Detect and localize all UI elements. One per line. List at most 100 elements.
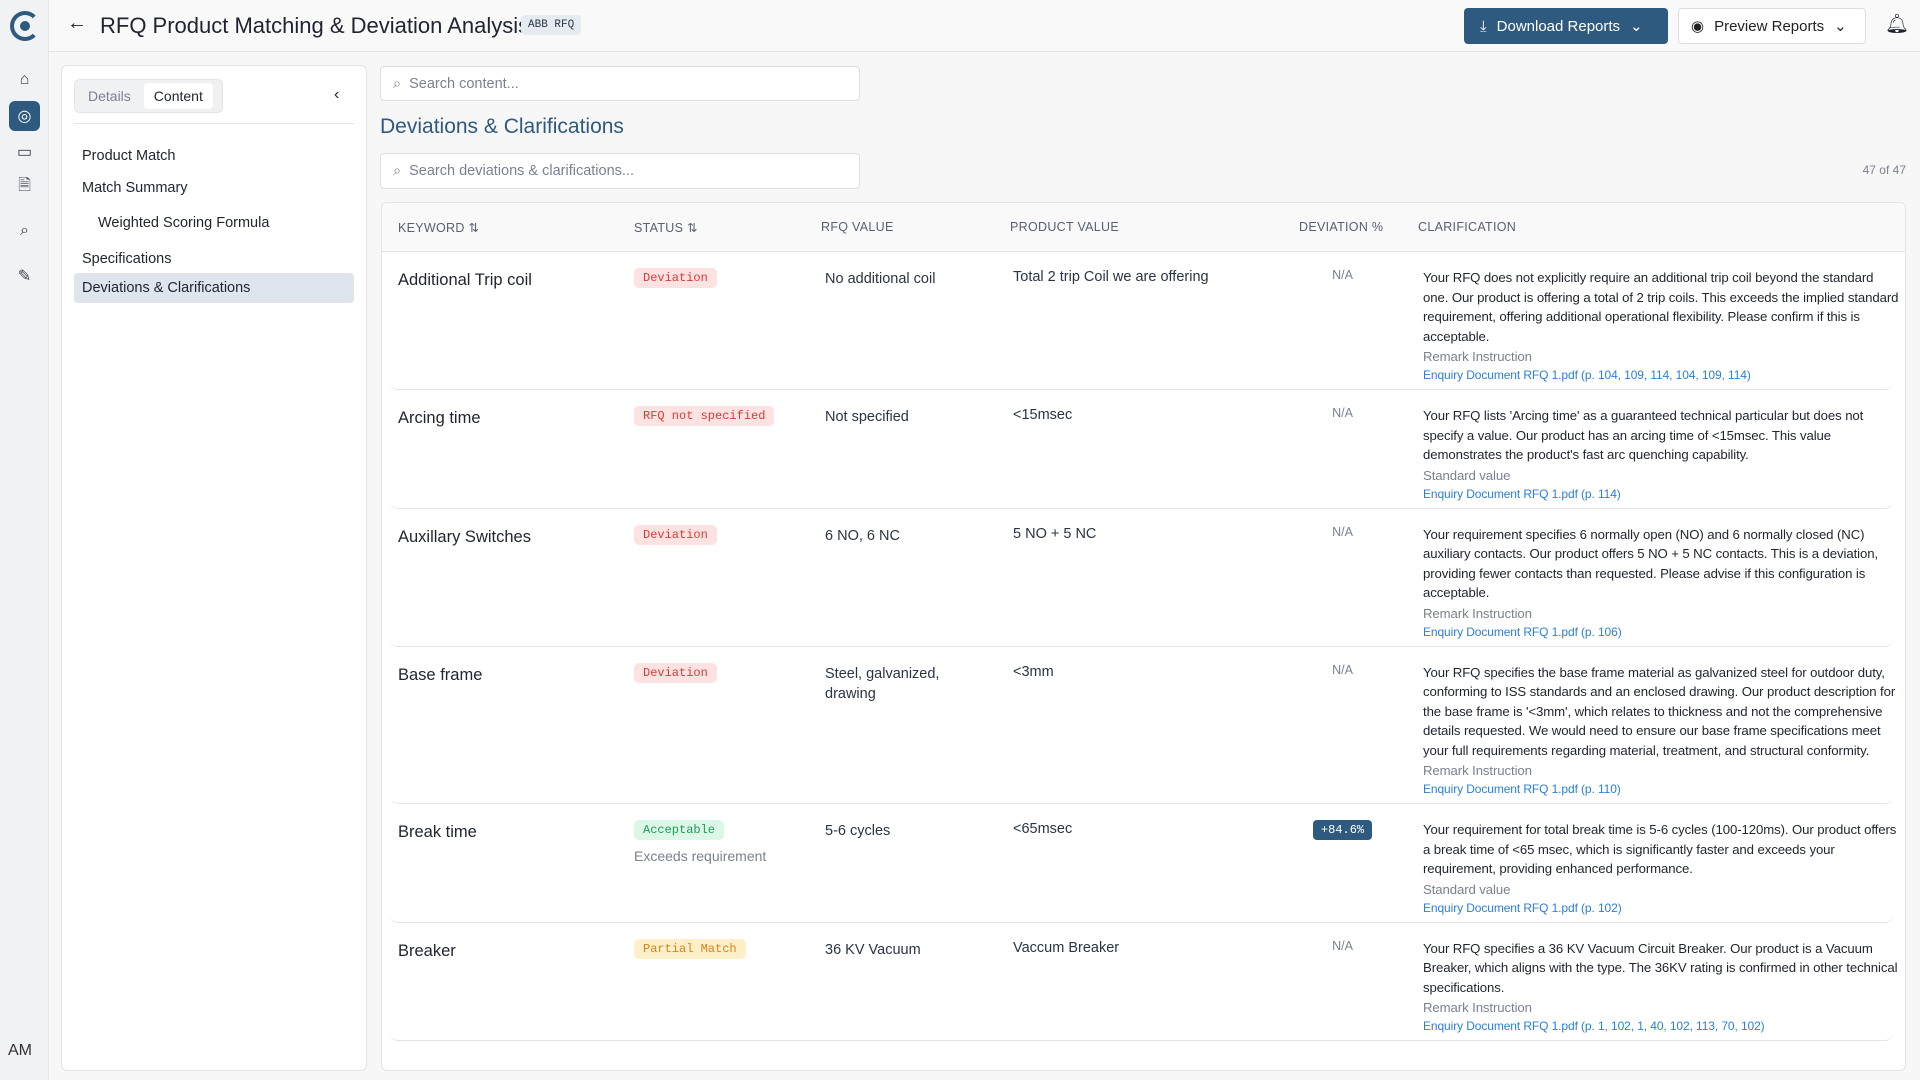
table-row[interactable]: Arcing time RFQ not specified Not specif… (390, 390, 1893, 509)
tab-details[interactable]: Details (88, 88, 131, 104)
chevron-down-icon: ⌄ (1834, 18, 1847, 35)
panel-tabs: Details Content (74, 79, 223, 113)
tab-content[interactable]: Content (143, 83, 213, 109)
clarification-text: Your RFQ specifies the base frame materi… (1423, 664, 1896, 758)
reference-link[interactable]: Enquiry Document RFQ 1.pdf (p. 102) (1423, 900, 1622, 915)
remark-label: Remark Instruction (1423, 1000, 1532, 1015)
col-deviation: DEVIATION % (1299, 220, 1384, 234)
top-header: ← RFQ Product Matching & Deviation Analy… (49, 0, 1920, 52)
search-placeholder: Search content... (409, 75, 519, 92)
divider (74, 123, 354, 124)
preview-reports-button[interactable]: ◉ Preview Reports ⌄ (1678, 8, 1866, 44)
deviation-cell: N/A (1270, 663, 1415, 677)
deviation-cell: N/A (1270, 406, 1415, 420)
search-icon: ⌕ (393, 75, 402, 92)
bell-icon[interactable]: 🔔︎ (1885, 14, 1910, 35)
product-value: <15msec (1013, 407, 1073, 423)
eye-icon: ◉ (1691, 18, 1705, 35)
target-icon[interactable]: ◎ (9, 101, 40, 131)
search-deviations-input[interactable]: ⌕ Search deviations & clarifications... (380, 153, 860, 189)
deviation-value: N/A (1332, 524, 1353, 539)
reference-link[interactable]: Enquiry Document RFQ 1.pdf (p. 104, 109,… (1423, 368, 1751, 382)
home-icon[interactable]: ⌂ (19, 71, 30, 88)
clarification-cell: Your RFQ does not explicitly require an … (1423, 268, 1899, 384)
nav-product-match[interactable]: Product Match (82, 148, 176, 164)
back-arrow-icon[interactable]: ← (67, 12, 87, 34)
remark-label: Standard value (1423, 881, 1511, 897)
document-search-icon[interactable]: 🗎 (18, 176, 31, 194)
deviation-value: N/A (1332, 662, 1353, 677)
sidebar-rail: ⌂ ◎ ▭ 🗎 ⌕ ✎ AM (0, 0, 49, 1080)
section-heading: Deviations & Clarifications (380, 115, 624, 138)
col-product-value: PRODUCT VALUE (1010, 220, 1120, 234)
clarification-cell: Your requirement specifies 6 normally op… (1423, 525, 1899, 641)
reference-link[interactable]: Enquiry Document RFQ 1.pdf (p. 110) (1423, 782, 1621, 796)
rfq-value: 6 NO, 6 NC (825, 527, 900, 544)
deviation-cell: N/A (1270, 525, 1415, 539)
preview-label: Preview Reports (1714, 17, 1825, 35)
deviation-badge: +84.6% (1312, 820, 1373, 840)
download-reports-button[interactable]: ⤓ Download Reports ⌄ (1464, 8, 1668, 44)
keyword: Auxillary Switches (398, 527, 531, 546)
deviation-value: N/A (1332, 268, 1353, 282)
status-badge: Deviation (634, 268, 717, 288)
folder-icon[interactable]: ▭ (16, 144, 33, 161)
nav-match-summary[interactable]: Match Summary (82, 180, 188, 196)
keyword: Breaker (398, 941, 456, 960)
rfq-value: Not specified (825, 409, 909, 425)
status-cell: Deviation (634, 662, 814, 683)
product-value: <3mm (1013, 663, 1054, 680)
search-icon: ⌕ (393, 163, 402, 179)
nav-specifications[interactable]: Specifications (82, 251, 172, 267)
clarification-text: Your requirement specifies 6 normally op… (1423, 526, 1879, 601)
reference-link[interactable]: Enquiry Document RFQ 1.pdf (p. 1, 102, 1… (1423, 1019, 1765, 1033)
search-content-input[interactable]: ⌕ Search content... (380, 66, 860, 101)
status-badge: RFQ not specified (634, 406, 775, 426)
rfq-value: 5-6 cycles (825, 823, 891, 839)
table-row[interactable]: Additional Trip coil Deviation No additi… (390, 252, 1898, 390)
reference-link[interactable]: Enquiry Document RFQ 1.pdf (p. 114) (1423, 486, 1621, 501)
clarification-text: Your RFQ specifies a 36 KV Vacuum Circui… (1423, 940, 1898, 995)
nav-deviations-clarifications[interactable]: Deviations & Clarifications (74, 273, 354, 303)
result-count: 47 of 47 (1862, 163, 1906, 177)
sort-icon: ⇅ (468, 221, 480, 235)
search-icon[interactable]: ⌕ (20, 222, 29, 239)
keyword: Additional Trip coil (398, 271, 532, 289)
status-badge: Deviation (634, 524, 717, 545)
rfq-value: 36 KV Vacuum (825, 941, 921, 958)
edit-icon[interactable]: ✎ (17, 268, 32, 285)
keyword: Arcing time (398, 409, 481, 427)
status-cell: Partial Match (634, 938, 814, 959)
deviation-value: N/A (1332, 938, 1353, 953)
status-cell: RFQ not specified (634, 406, 814, 426)
download-label: Download Reports (1496, 17, 1621, 35)
product-value: <65msec (1013, 821, 1073, 837)
col-keyword[interactable]: KEYWORD ⇅ (398, 220, 479, 235)
app-logo[interactable] (10, 11, 40, 41)
avatar[interactable]: AM (8, 1042, 32, 1059)
product-value: 5 NO + 5 NC (1013, 525, 1097, 542)
clarification-cell: Your RFQ lists 'Arcing time' as a guaran… (1423, 406, 1899, 503)
clarification-text: Your requirement for total break time is… (1423, 822, 1897, 876)
col-label: STATUS (634, 221, 684, 235)
clarification-cell: Your requirement for total break time is… (1423, 820, 1899, 917)
col-label: KEYWORD (398, 221, 465, 235)
download-icon: ⤓ (1480, 17, 1487, 35)
table-row[interactable]: Auxillary Switches Deviation 6 NO, 6 NC … (390, 509, 1893, 647)
rfq-badge: ABB RFQ (521, 15, 582, 35)
reference-link[interactable]: Enquiry Document RFQ 1.pdf (p. 106) (1423, 624, 1622, 639)
col-clarification: CLARIFICATION (1418, 220, 1517, 234)
table-row[interactable]: Base frame Deviation Steel, galvanized, … (390, 647, 1895, 804)
status-badge: Deviation (634, 662, 717, 683)
nav-weighted-scoring-formula[interactable]: Weighted Scoring Formula (98, 215, 270, 231)
col-status[interactable]: STATUS ⇅ (634, 220, 698, 235)
collapse-chevron-icon[interactable]: ‹ (334, 86, 340, 103)
content-panel: Details Content ‹ Product Match Match Su… (61, 65, 367, 1071)
remark-label: Remark Instruction (1423, 349, 1532, 364)
sort-icon: ⇅ (687, 221, 698, 235)
rfq-value: Steel, galvanized, drawing (825, 665, 940, 702)
table-row[interactable]: Break time Acceptable Exceeds requiremen… (390, 804, 1896, 923)
deviation-cell: N/A (1270, 939, 1415, 953)
remark-label: Remark Instruction (1423, 763, 1532, 778)
table-row[interactable]: Breaker Partial Match 36 KV Vacuum Vaccu… (390, 923, 1898, 1041)
